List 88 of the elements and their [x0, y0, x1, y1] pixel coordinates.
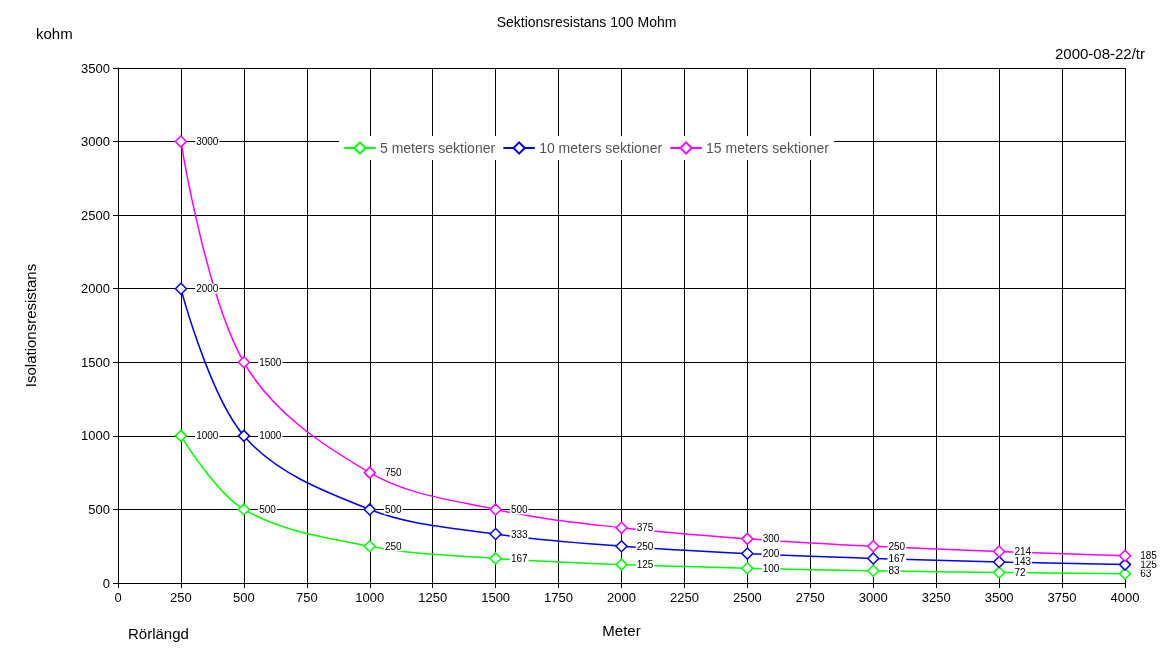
x-tick-label: 750: [295, 590, 318, 605]
data-label: 375: [636, 522, 654, 534]
x-axis-title: Meter: [602, 622, 641, 639]
data-label: 750: [385, 467, 403, 479]
point: [237, 356, 251, 369]
chart-title: Sektionsresistans 100 Mohm: [496, 14, 677, 30]
point: [615, 539, 628, 553]
y-tick-label: 0: [102, 575, 110, 591]
point: [174, 135, 188, 148]
point: [867, 539, 880, 553]
y-tick-label: 2500: [81, 207, 110, 223]
point: [489, 527, 502, 541]
data-label: 250: [385, 540, 403, 552]
data-label: 1000: [259, 430, 282, 442]
x-tick-label: 4000: [1110, 590, 1140, 605]
x-tick-label: 1500: [481, 590, 511, 605]
data-label: 72: [1014, 566, 1026, 578]
point: [615, 521, 628, 535]
data-label: 333: [510, 528, 528, 540]
point: [237, 503, 251, 516]
point: [174, 282, 188, 295]
x-tick-label: 2750: [795, 590, 825, 605]
data-label: 63: [1140, 568, 1152, 580]
y-tick-label: 3500: [81, 60, 110, 76]
data-label: 1500: [259, 356, 282, 368]
x-tick-label: 2000: [607, 590, 636, 605]
legend-label: 15 meters sektioner: [706, 140, 830, 156]
x-tick-label: 500: [233, 590, 255, 605]
point: [741, 532, 754, 546]
text: Rörlängd: [128, 625, 189, 642]
data-label: 500: [259, 503, 277, 515]
text: 2000-08-22/tr: [1054, 45, 1145, 62]
y-tick-label: 1500: [81, 354, 110, 370]
point: [1118, 549, 1132, 563]
data-label: 185: [1140, 550, 1158, 562]
data-label: 250: [888, 540, 906, 552]
data-label: 214: [1014, 546, 1032, 558]
x-tick-label: 250: [170, 590, 192, 605]
data-label: 125: [636, 559, 654, 571]
data-label: 1000: [196, 430, 219, 442]
point: [489, 552, 502, 565]
point: [1118, 558, 1132, 571]
point: [237, 429, 251, 443]
point: [489, 503, 502, 516]
x-tick-label: 0: [114, 590, 122, 605]
point: [741, 547, 754, 560]
data-label: 2000: [196, 283, 219, 295]
legend-label: 10 meters sektioner: [539, 140, 663, 156]
legend-label: 5 meters sektioner: [379, 140, 496, 156]
data-label: 500: [510, 503, 528, 515]
data-label: 200: [762, 548, 780, 560]
x-tick-label: 3750: [1047, 590, 1077, 605]
y-tick-label: 500: [88, 501, 110, 517]
point: [174, 429, 188, 443]
x-tick-label: 2250: [669, 590, 699, 605]
data-label: 167: [888, 552, 906, 564]
point: [615, 558, 628, 571]
y-tick-label: 1000: [81, 428, 110, 444]
x-tick-label: 2500: [732, 590, 762, 605]
data-label: 125: [1140, 559, 1158, 571]
point: [867, 564, 880, 578]
point: [992, 545, 1006, 558]
data-label: 300: [762, 533, 780, 545]
point: [363, 466, 376, 479]
point: [741, 562, 754, 575]
x-tick-label: 1000: [355, 590, 385, 605]
point: [867, 552, 880, 565]
data-label: 500: [385, 503, 403, 515]
data-label: 83: [888, 565, 901, 577]
y-tick-label: 2000: [81, 281, 110, 297]
x-tick-label: 3500: [984, 590, 1014, 605]
data-label: 3000: [196, 136, 219, 148]
point: [992, 555, 1006, 569]
data-label: 250: [636, 540, 654, 552]
data-label: 167: [510, 552, 528, 564]
data-label: 143: [1014, 556, 1032, 568]
text: kohm: [36, 25, 73, 42]
point: [363, 539, 376, 553]
point: [992, 566, 1006, 579]
y-axis-title: Isolationsresistans: [22, 263, 39, 388]
x-tick-label: 3000: [858, 590, 888, 605]
point: [363, 503, 376, 516]
data-label: 100: [762, 562, 780, 574]
x-tick-label: 3250: [921, 590, 951, 605]
x-tick-label: 1750: [544, 590, 574, 605]
y-tick-label: 3000: [81, 134, 110, 150]
x-tick-label: 1250: [418, 590, 448, 605]
point: [1118, 567, 1132, 580]
